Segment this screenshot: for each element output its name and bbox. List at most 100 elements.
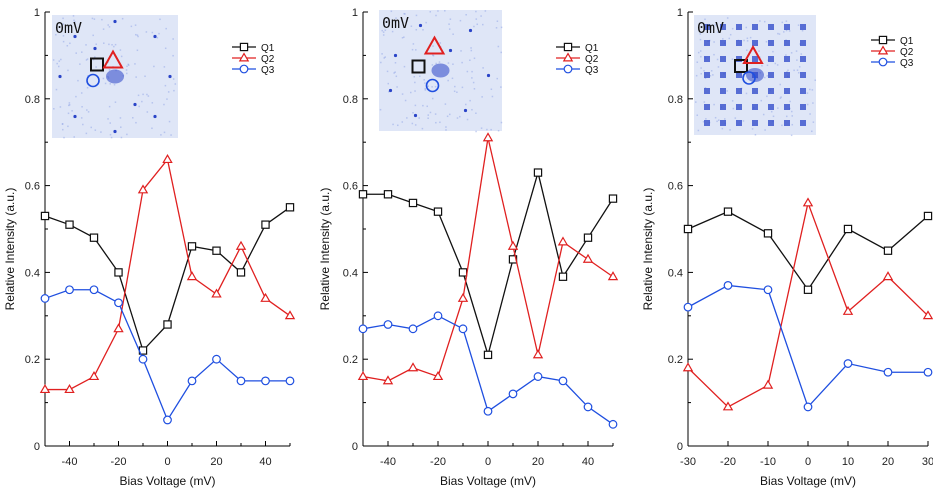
inset-speckle	[81, 51, 83, 53]
inset-image: 0mV	[694, 15, 817, 137]
inset-speckle	[703, 101, 706, 103]
inset-speckle	[435, 121, 437, 124]
x-tick-label: 30	[922, 456, 933, 468]
data-point-q2	[284, 310, 296, 320]
inset-speckle	[713, 103, 715, 106]
inset-spot	[736, 88, 742, 94]
inset-speckle	[427, 117, 429, 120]
inset-speckle	[781, 124, 783, 127]
inset-spot	[752, 120, 758, 126]
inset-speckle	[449, 113, 451, 116]
inset-speckle	[460, 50, 462, 52]
inset-speckle	[696, 61, 699, 63]
inset-speckle	[495, 27, 498, 29]
inset-spot	[720, 120, 726, 126]
inset-speckle	[421, 127, 424, 130]
inset-speckle	[475, 18, 478, 20]
inset-speckle	[411, 122, 414, 125]
data-point-q1	[458, 268, 468, 277]
inset-speckle	[101, 18, 103, 21]
inset-speckle	[806, 103, 809, 106]
inset-speckle	[749, 36, 752, 39]
data-point-q2	[802, 197, 814, 207]
data-point-q3	[458, 324, 468, 334]
data-point-q3	[285, 376, 295, 386]
inset-speckle	[403, 12, 405, 15]
inset-speckle	[696, 114, 699, 116]
inset-speckle	[80, 92, 83, 94]
data-point-q3	[261, 376, 270, 386]
inset-speckle	[766, 75, 769, 77]
inset-speckle	[397, 124, 399, 127]
data-point-q2	[382, 375, 394, 385]
inset-speckle	[413, 75, 415, 78]
inset-speckle	[381, 29, 383, 32]
data-point-q2	[557, 236, 569, 246]
y-tick-label: 1	[34, 7, 40, 19]
inset-speckle	[125, 69, 128, 71]
inset-speckle	[812, 121, 815, 123]
inset-speckle	[438, 61, 441, 63]
x-axis-title: Bias Voltage (mV)	[119, 474, 215, 488]
data-point-q1	[187, 242, 197, 251]
inset-speckle	[396, 86, 398, 88]
inset-speckle	[401, 93, 404, 95]
inset-speckle	[491, 95, 494, 98]
inset-speckle	[434, 85, 437, 88]
inset-speckle	[82, 123, 84, 126]
inset-speckle	[388, 90, 390, 93]
inset-speckle	[431, 64, 434, 66]
legend-marker-q3	[563, 64, 573, 74]
data-point-q1	[40, 211, 50, 221]
inset-speckle	[73, 136, 75, 138]
data-point-q1	[285, 203, 295, 212]
inset-speckle	[119, 49, 122, 51]
inset-speckle	[404, 99, 407, 102]
inset-spot	[418, 23, 423, 28]
inset-speckle	[126, 133, 128, 136]
data-point-q3	[236, 376, 246, 386]
inset-speckle	[779, 97, 782, 99]
inset-speckle	[429, 11, 432, 13]
inset-speckle	[695, 101, 697, 103]
inset-speckle	[700, 72, 702, 75]
inset-bias-label: 0mV	[55, 19, 82, 37]
inset-speckle	[108, 69, 111, 71]
inset-speckle	[85, 132, 88, 135]
inset-spot	[704, 24, 710, 30]
inset-speckle	[761, 64, 763, 67]
inset-speckle	[704, 87, 707, 89]
inset-spot	[784, 40, 790, 46]
data-point-q3	[187, 376, 197, 386]
inset-spot	[720, 88, 726, 94]
inset-speckle	[137, 94, 140, 97]
data-point-q3	[163, 415, 172, 425]
data-point-q1	[483, 350, 493, 360]
inset-spot	[752, 40, 758, 46]
series-line-q1	[44, 206, 291, 352]
inset-speckle	[726, 17, 729, 19]
data-point-q1	[212, 246, 221, 255]
data-point-q2	[113, 323, 124, 333]
inset-speckle	[456, 117, 459, 119]
x-tick-label: 40	[582, 456, 594, 468]
x-tick-label: 0	[164, 456, 170, 468]
inset-speckle	[809, 88, 811, 91]
legend-marker-q1	[878, 35, 888, 45]
data-point-q2	[457, 292, 469, 302]
inset-speckle	[62, 23, 64, 25]
inset-speckle	[790, 52, 793, 54]
series-q3	[683, 281, 933, 412]
data-point-q2	[39, 383, 51, 394]
data-point-q1	[408, 198, 418, 208]
inset-speckle	[87, 111, 90, 113]
inset-speckle	[393, 72, 395, 74]
inset-speckle	[423, 79, 425, 81]
inset-speckle	[758, 58, 760, 61]
inset-speckle	[66, 45, 69, 47]
series-line-q2	[687, 200, 929, 408]
inset-spot	[784, 88, 790, 94]
inset-speckle	[454, 85, 456, 88]
inset-speckle	[762, 113, 765, 116]
inset-spot	[93, 46, 97, 51]
